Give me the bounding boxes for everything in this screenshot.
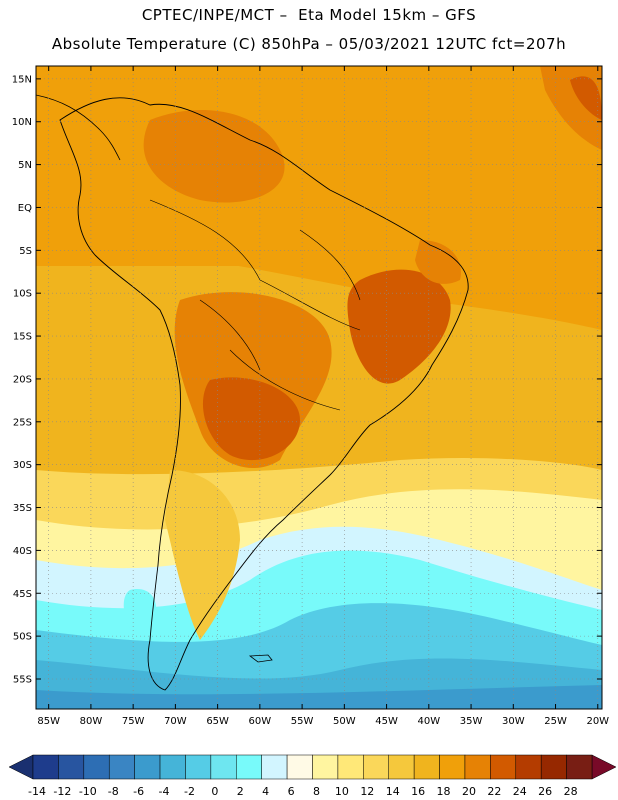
colorbar-tick-label: 26: [538, 785, 552, 798]
lat-label: 15S: [13, 332, 32, 343]
colorbar-swatch: [388, 754, 415, 780]
lon-label: 25W: [544, 716, 567, 727]
longitude-axis: 85W 80W 75W 70W 65W 60W 55W 50W 45W 40W 35W 30W 25W 2…: [37, 66, 609, 727]
colorbar-tick-label: 6: [288, 785, 295, 798]
lat-label: 45S: [13, 589, 32, 600]
colorbar-swatch: [490, 754, 517, 780]
lon-label: 45W: [375, 716, 398, 727]
colorbar-swatch: [159, 754, 186, 780]
lat-label: 25S: [13, 417, 32, 428]
colorbar-swatch: [312, 754, 339, 780]
colorbar-tick-label: 28: [564, 785, 578, 798]
lon-label: 35W: [460, 716, 483, 727]
coastline: [59, 97, 469, 691]
lat-label: 50S: [13, 632, 32, 643]
colorbar-tick-label: 20: [462, 785, 476, 798]
colorbar-tick-label: 14: [386, 785, 400, 798]
colorbar-over-arrow: [591, 754, 617, 780]
colorbar-swatch: [108, 754, 135, 780]
colorbar-tick-label: -8: [108, 785, 119, 798]
central-america-outline: [36, 94, 121, 161]
colorbar-swatch: [337, 754, 364, 780]
lon-label: 20W: [586, 716, 609, 727]
lat-label: 10N: [12, 117, 32, 128]
colorbar-swatch: [32, 754, 59, 780]
colorbar-tick-label: 18: [437, 785, 451, 798]
colorbar-tick-label: 2: [237, 785, 244, 798]
lon-label: 50W: [333, 716, 356, 727]
colorbar-swatch: [134, 754, 161, 780]
lat-label: 55S: [13, 674, 32, 685]
colorbar-tick-label: 22: [487, 785, 501, 798]
colorbar-swatch: [515, 754, 542, 780]
lon-label: 40W: [418, 716, 441, 727]
colorbar-under-arrow: [8, 754, 34, 780]
falklands-outline: [248, 654, 273, 663]
chart-title: CPTEC/INPE/MCT – Eta Model 15km – GFS: [141, 6, 477, 24]
colorbar-swatch: [185, 754, 212, 780]
lat-label: 5N: [18, 160, 32, 171]
colorbar-tick-label: -14: [28, 785, 46, 798]
lon-label: 65W: [206, 716, 229, 727]
lat-label: 10S: [13, 289, 32, 300]
lon-label: 60W: [249, 716, 272, 727]
colorbar-tick-label: 8: [313, 785, 320, 798]
map-frame: [35, 65, 603, 710]
lon-label: 75W: [122, 716, 145, 727]
lon-label: 80W: [80, 716, 103, 727]
colorbar: -14 -12 -10 -8 -6 -4 -2 0 2 4 6 8 10 12 14 16 18 20 22 24 26…: [8, 754, 617, 798]
lon-label: 55W: [291, 716, 314, 727]
colorbar-swatch: [210, 754, 237, 780]
colorbar-swatch: [413, 754, 440, 780]
lat-label: 35S: [13, 503, 32, 514]
colorbar-tick-label: -6: [133, 785, 144, 798]
colorbar-tick-label: -10: [79, 785, 97, 798]
colorbar-swatch: [566, 754, 593, 780]
lat-label: 15N: [12, 74, 32, 85]
colorbar-swatch: [236, 754, 262, 780]
lat-label: 5S: [19, 246, 32, 257]
colorbar-tick-label: -4: [159, 785, 170, 798]
lon-label: 30W: [502, 716, 525, 727]
colorbar-swatch: [363, 754, 389, 780]
colorbar-tick-label: 24: [513, 785, 527, 798]
colorbar-tick-label: 16: [411, 785, 425, 798]
lat-label: EQ: [18, 203, 32, 214]
lat-label: 30S: [13, 460, 32, 471]
lat-label: 20S: [13, 374, 32, 385]
colorbar-swatch: [464, 754, 491, 780]
colorbar-swatch: [439, 754, 466, 780]
colorbar-tick-label: 0: [211, 785, 218, 798]
latitude-axis: 15N 10N 5N EQ 5S 10S 15S 20S 25S 30S 35S 40S 45S 50S 5…: [12, 74, 602, 685]
colorbar-swatch: [286, 754, 313, 780]
lat-label: 40S: [13, 546, 32, 557]
colorbar-tick-label: -2: [184, 785, 195, 798]
colorbar-tick-label: 4: [262, 785, 269, 798]
chart-subtitle: Absolute Temperature (C) 850hPa – 05/03/…: [51, 35, 567, 53]
colorbar-swatch: [58, 754, 85, 780]
country-borders: [149, 199, 361, 411]
colorbar-swatch: [83, 754, 110, 780]
temperature-field: [36, 66, 602, 709]
colorbar-swatch: [261, 754, 288, 780]
colorbar-tick-label: 12: [360, 785, 374, 798]
colorbar-swatch: [540, 754, 567, 780]
colorbar-tick-label: 10: [335, 785, 349, 798]
lon-label: 70W: [164, 716, 187, 727]
lon-label: 85W: [37, 716, 60, 727]
colorbar-tick-label: -12: [53, 785, 71, 798]
